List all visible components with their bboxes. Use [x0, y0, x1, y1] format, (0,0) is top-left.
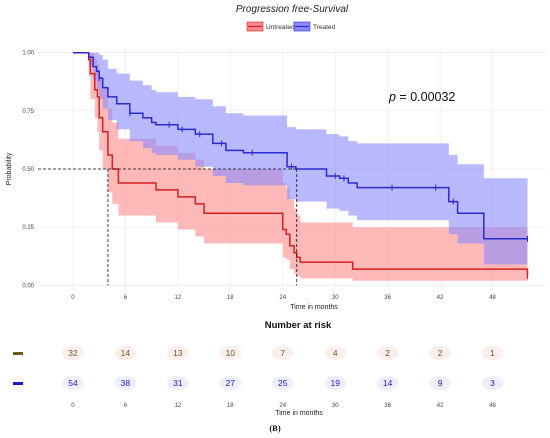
risk-cell-bg-treated-3 — [219, 376, 242, 390]
risk-cell-bg-untreated-6 — [376, 346, 399, 360]
risk-x-tick-label-1: 6 — [124, 403, 128, 409]
risk-x-tick-label-7: 42 — [437, 403, 444, 409]
risk-table-x-ticks: 0 6 12 18 24 30 36 42 48 — [71, 403, 496, 409]
risk-count-untreated-4: 7 — [280, 348, 285, 358]
risk-cell-bg-treated-4 — [271, 376, 294, 390]
confidence-bands — [73, 52, 528, 284]
risk-cell-bg-treated-0 — [61, 376, 84, 390]
risk-x-tick-label-6: 36 — [384, 403, 391, 409]
y-axis-label: Probability — [6, 152, 13, 185]
risk-count-untreated-3: 10 — [226, 348, 236, 358]
risk-marker-treated — [13, 382, 23, 385]
risk-count-treated-6: 14 — [383, 378, 393, 388]
figure-caption: (B) — [269, 423, 281, 433]
risk-table-values: 32 14 13 10 7 4 2 2 1 54 38 31 27 25 19 14 9 3 — [61, 346, 504, 390]
risk-cell-bg-treated-6 — [376, 376, 399, 390]
x-axis-ticks: 0 6 12 18 24 30 36 42 48 — [71, 295, 496, 301]
risk-cell-bg-untreated-5 — [324, 346, 347, 360]
risk-count-untreated-1: 14 — [121, 348, 131, 358]
risk-x-tick-label-3: 18 — [227, 403, 234, 409]
risk-cell-bg-treated-5 — [324, 376, 347, 390]
risk-table-x-axis-label: Time in months — [275, 410, 323, 417]
y-tick-label-2: 0.50 — [22, 167, 34, 173]
risk-count-treated-0: 54 — [68, 378, 78, 388]
legend-label-untreated: Untreated — [266, 24, 295, 31]
risk-x-tick-label-8: 48 — [489, 403, 496, 409]
x-tick-label-5: 30 — [332, 295, 339, 301]
risk-cell-bg-untreated-2 — [166, 346, 189, 360]
x-tick-label-3: 18 — [227, 295, 234, 301]
y-tick-label-0: 0.00 — [22, 283, 34, 289]
x-axis-label: Time in months — [290, 304, 338, 311]
risk-cell-bg-treated-8 — [481, 376, 504, 390]
x-tick-label-6: 36 — [384, 295, 391, 301]
censor-marks — [98, 75, 529, 280]
risk-cell-bg-untreated-0 — [61, 346, 84, 360]
risk-count-untreated-8: 1 — [490, 348, 495, 358]
chart-title: Progression free-Survival — [236, 4, 349, 15]
risk-count-treated-5: 19 — [330, 378, 340, 388]
risk-count-untreated-7: 2 — [438, 348, 443, 358]
risk-count-treated-8: 3 — [490, 378, 495, 388]
survival-curve-treated — [73, 51, 528, 240]
risk-count-treated-1: 38 — [121, 378, 131, 388]
x-tick-label-8: 48 — [489, 295, 496, 301]
confidence-band-untreated — [73, 52, 528, 284]
risk-cell-bg-untreated-7 — [429, 346, 452, 360]
y-tick-label-3: 0.75 — [22, 109, 34, 115]
legend: Untreated Treated — [246, 21, 336, 32]
x-tick-label-2: 12 — [175, 295, 182, 301]
x-tick-label-1: 6 — [124, 295, 128, 301]
risk-count-treated-3: 27 — [226, 378, 236, 388]
risk-x-tick-label-2: 12 — [175, 403, 182, 409]
risk-cell-bg-untreated-8 — [481, 346, 504, 360]
risk-count-treated-2: 31 — [173, 378, 183, 388]
risk-marker-untreated — [13, 352, 23, 355]
risk-cell-bg-treated-2 — [166, 376, 189, 390]
x-tick-label-0: 0 — [71, 295, 75, 301]
risk-count-untreated-6: 2 — [385, 348, 390, 358]
risk-cell-bg-treated-1 — [114, 376, 137, 390]
risk-cell-bg-untreated-1 — [114, 346, 137, 360]
risk-cell-bg-untreated-3 — [219, 346, 242, 360]
risk-count-untreated-5: 4 — [333, 348, 338, 358]
legend-label-treated: Treated — [313, 24, 336, 31]
risk-x-tick-label-5: 30 — [332, 403, 339, 409]
y-tick-label-1: 0.25 — [22, 225, 34, 231]
risk-x-tick-label-0: 0 — [71, 403, 75, 409]
x-tick-label-4: 24 — [279, 295, 286, 301]
y-axis-ticks: 0.00 0.25 0.50 0.75 1.00 — [22, 51, 34, 290]
risk-cell-bg-treated-7 — [429, 376, 452, 390]
risk-table-title: Number at risk — [265, 320, 332, 331]
y-tick-label-4: 1.00 — [22, 51, 34, 57]
p-value-annotation: p = 0.00032 — [388, 90, 455, 104]
x-tick-label-7: 42 — [437, 295, 444, 301]
risk-count-treated-4: 25 — [278, 378, 288, 388]
risk-count-untreated-0: 32 — [68, 348, 78, 358]
risk-strata-markers — [13, 352, 23, 385]
risk-x-tick-label-4: 24 — [279, 403, 286, 409]
risk-cell-bg-untreated-4 — [271, 346, 294, 360]
confidence-band-treated — [73, 52, 528, 265]
risk-count-untreated-2: 13 — [173, 348, 183, 358]
risk-count-treated-7: 9 — [438, 378, 443, 388]
median-guide-lines — [38, 168, 298, 286]
